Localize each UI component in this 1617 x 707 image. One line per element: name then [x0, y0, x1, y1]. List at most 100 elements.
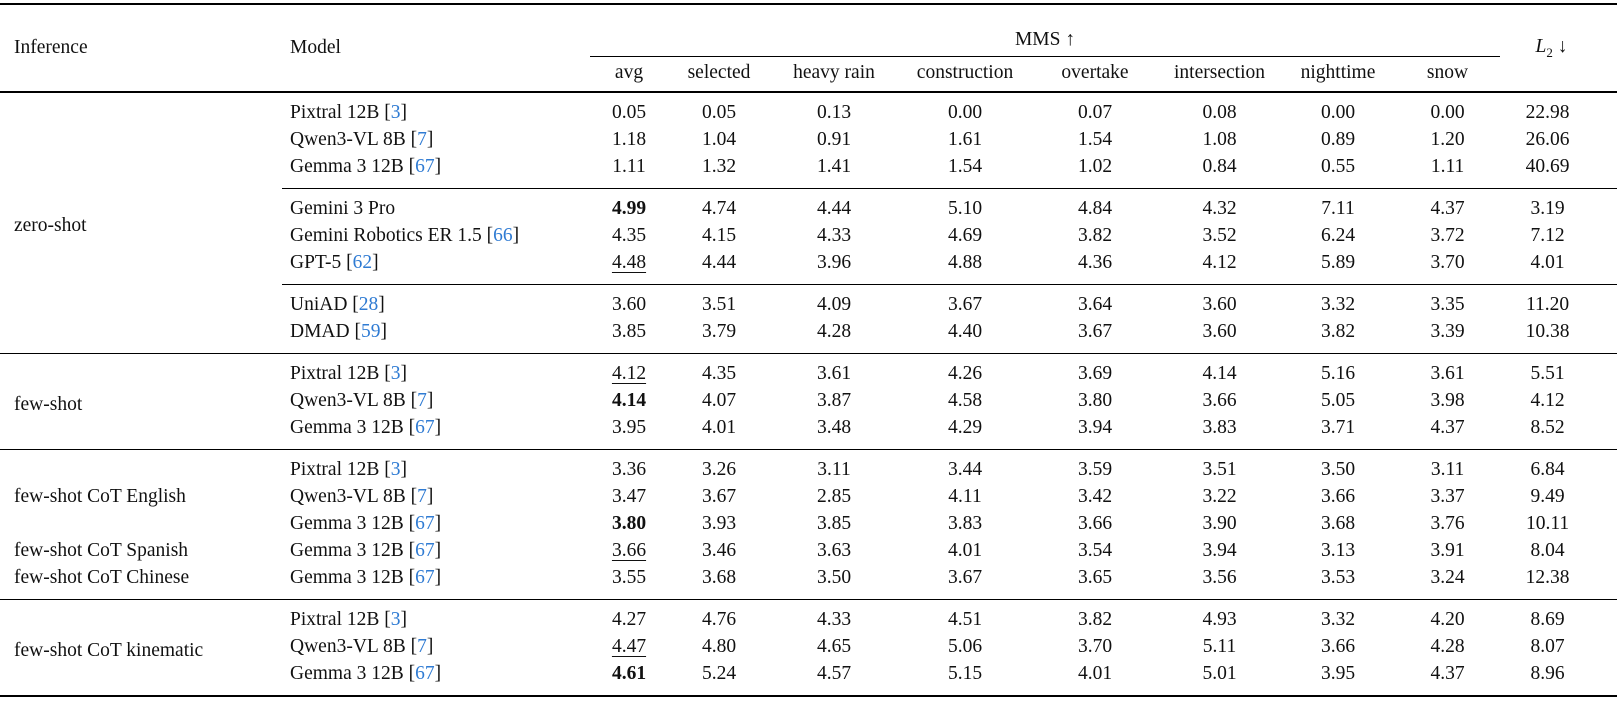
l2-value: 4.01 — [1530, 252, 1565, 274]
value-text: 3.94 — [1077, 417, 1113, 439]
mms-value: 3.80 — [590, 511, 668, 538]
l2-value: 8.07 — [1530, 636, 1565, 658]
header-inference: Inference — [14, 37, 88, 58]
model-cell: Gemma 3 12B [67] — [290, 663, 442, 685]
mms-value: 0.55 — [1281, 154, 1395, 189]
citation-link[interactable]: 7 — [417, 486, 427, 508]
value-text: 4.36 — [1077, 252, 1113, 274]
value-text: 3.82 — [1077, 225, 1113, 247]
citation-link[interactable]: 67 — [415, 540, 435, 562]
citation-link[interactable]: 3 — [390, 102, 401, 124]
mms-value: 0.08 — [1158, 92, 1281, 127]
table-row: GPT-5 [62] 4.48 4.44 3.96 4.88 4.36 4.12 5.89 3.… — [0, 250, 1617, 285]
table-row: few-shot Pixtral 12B [3] 4.12 4.35 3.61 4.26 3… — [0, 354, 1617, 415]
mms-value: 3.61 — [770, 354, 898, 389]
mms-value: 3.52 — [1158, 223, 1281, 250]
mms-value: 2.85 — [770, 484, 898, 511]
mms-value: 3.61 — [1395, 354, 1500, 389]
mms-value: 5.16 — [1281, 354, 1395, 389]
citation-link[interactable]: 3 — [390, 459, 401, 481]
l2-value: 22.98 — [1525, 102, 1570, 124]
citation-link[interactable]: 59 — [360, 321, 381, 343]
mms-value: 3.91 — [1395, 538, 1500, 565]
value-text: 3.67 — [947, 294, 983, 316]
value-text: 4.12 — [1202, 252, 1237, 274]
citation-link[interactable]: 67 — [415, 156, 435, 178]
value-text: 3.50 — [1320, 459, 1356, 481]
mms-value: 4.15 — [668, 223, 770, 250]
mms-value: 4.44 — [668, 250, 770, 285]
mms-value: 4.48 — [590, 250, 668, 285]
value-text: 4.26 — [947, 363, 983, 385]
citation-link[interactable]: 7 — [417, 390, 427, 412]
mms-value: 3.95 — [590, 415, 668, 450]
mms-value: 3.32 — [1281, 284, 1395, 319]
mms-value: 1.61 — [898, 127, 1032, 154]
citation-link[interactable]: 67 — [415, 417, 435, 439]
value-text: 4.74 — [701, 198, 737, 220]
value-text: 3.60 — [1202, 321, 1237, 343]
citation-link[interactable]: 67 — [415, 513, 435, 535]
model-cell: Qwen3-VL 8B [7] — [290, 390, 434, 412]
value-text: 5.06 — [947, 636, 983, 658]
mms-value: 4.65 — [770, 634, 898, 661]
value-text: 0.55 — [1320, 156, 1356, 178]
value-text: 0.84 — [1202, 156, 1237, 178]
citation-link[interactable]: 28 — [358, 294, 379, 316]
value-text: 3.56 — [1202, 567, 1237, 589]
value-text: 1.02 — [1077, 156, 1113, 178]
citation-link[interactable]: 3 — [390, 363, 401, 385]
l2-value: 8.04 — [1530, 540, 1565, 562]
mms-value: 3.39 — [1395, 319, 1500, 354]
mms-value: 0.07 — [1032, 92, 1158, 127]
mms-value: 6.24 — [1281, 223, 1395, 250]
value-text: 6.24 — [1320, 225, 1356, 247]
mms-value: 3.87 — [770, 388, 898, 415]
citation-link[interactable]: 62 — [352, 252, 373, 274]
citation-link[interactable]: 67 — [415, 663, 435, 685]
value-text: 3.48 — [816, 417, 852, 439]
header-col-construction: construction — [916, 61, 1014, 83]
mms-value: 3.47 — [590, 484, 668, 511]
citation-link[interactable]: 66 — [493, 225, 513, 247]
mms-value: 4.20 — [1395, 600, 1500, 635]
value-text: 3.61 — [1430, 363, 1465, 385]
value-text: 3.68 — [701, 567, 737, 589]
value-text: 5.15 — [947, 663, 983, 685]
value-text: 0.91 — [816, 129, 852, 151]
citation-link[interactable]: 7 — [417, 129, 427, 151]
value-text: 3.93 — [701, 513, 737, 535]
model-name: Gemma 3 12B — [290, 513, 404, 535]
model-name: Gemini Robotics ER 1.5 — [290, 225, 482, 247]
mms-value: 5.10 — [898, 188, 1032, 223]
value-text: 3.36 — [611, 459, 647, 481]
value-text: 3.66 — [1320, 636, 1356, 658]
model-cell: Gemma 3 12B [67] — [290, 540, 442, 562]
value-text: 3.80 — [611, 513, 647, 535]
model-cell: Pixtral 12B [3] — [290, 102, 408, 124]
table-row: Qwen3-VL 8B [7] 3.47 3.67 2.85 4.11 3.42 3.22 3… — [0, 484, 1617, 511]
citation-link[interactable]: 3 — [390, 609, 401, 631]
model-name: DMAD — [290, 321, 350, 343]
mms-value: 4.09 — [770, 284, 898, 319]
value-text: 5.24 — [701, 663, 737, 685]
model-cell: DMAD [59] — [290, 321, 387, 343]
mms-value: 3.53 — [1281, 565, 1395, 600]
table-row: Gemini 3 Pro 4.99 4.74 4.44 5.10 4.84 4.32 7.11… — [0, 188, 1617, 223]
l2-value: 5.51 — [1530, 363, 1565, 385]
mms-value: 4.07 — [668, 388, 770, 415]
l2-value: 10.11 — [1525, 513, 1570, 535]
mms-value: 3.26 — [668, 450, 770, 485]
table-section-3: few-shot CoT kinematic Pixtral 12B [3] 4.2… — [0, 599, 1617, 697]
mms-value: 3.66 — [1281, 484, 1395, 511]
value-text: 1.11 — [612, 156, 646, 178]
value-text: 4.20 — [1430, 609, 1465, 631]
mms-value: 3.67 — [898, 284, 1032, 319]
header-col-intersection: intersection — [1174, 61, 1265, 83]
mms-value: 3.50 — [1281, 450, 1395, 485]
value-text: 3.63 — [816, 540, 852, 562]
citation-link[interactable]: 67 — [415, 567, 435, 589]
citation-link[interactable]: 7 — [417, 636, 427, 658]
mms-value: 1.41 — [770, 154, 898, 189]
